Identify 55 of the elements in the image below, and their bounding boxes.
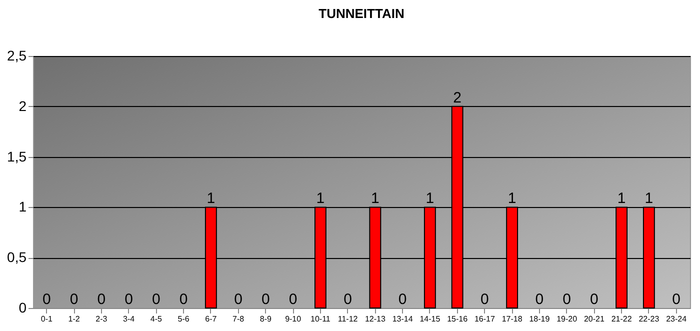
data-label: 0 <box>179 291 188 308</box>
x-tick-label: 22-23 <box>638 314 660 324</box>
x-tick-label: 7-8 <box>232 314 245 324</box>
x-tick-label: 23-24 <box>666 314 688 324</box>
data-label: 0 <box>124 291 133 308</box>
x-tick-label: 15-16 <box>447 314 468 324</box>
data-label: 1 <box>371 190 380 208</box>
y-tick-label: 0 <box>18 300 27 316</box>
data-label: 0 <box>152 291 160 308</box>
data-label: 0 <box>288 291 298 308</box>
y-tick-label: 2 <box>18 98 27 114</box>
x-tick-label: 8-9 <box>260 314 272 324</box>
x-tick-label: 13-14 <box>392 314 414 324</box>
x-tick-label: 5-6 <box>178 314 190 324</box>
data-label: 0 <box>262 291 270 308</box>
x-tick-label: 0-1 <box>40 314 54 324</box>
y-tick-label: 0,5 <box>7 249 27 266</box>
x-tick-label: 17-18 <box>502 314 523 324</box>
y-tick-label: 1,5 <box>7 148 27 164</box>
data-label: 0 <box>480 291 489 308</box>
data-label: 1 <box>316 190 325 208</box>
x-tick-label: 12-13 <box>364 314 386 324</box>
data-label: 1 <box>644 190 654 208</box>
x-tick-label: 1-2 <box>68 314 80 324</box>
data-label: 2 <box>453 89 462 106</box>
data-label: 0 <box>398 291 407 308</box>
x-tick-label: 19-20 <box>556 314 578 324</box>
data-label: 0 <box>70 291 78 308</box>
data-label: 1 <box>617 190 626 208</box>
x-tick-label: 2-3 <box>96 314 108 324</box>
x-tick-label: 14-15 <box>420 314 441 324</box>
x-tick-label: 10-11 <box>310 314 331 324</box>
x-tick-label: 20-21 <box>584 314 605 324</box>
chart-title: TUNNEITTAIN <box>318 6 404 21</box>
y-tick-label: 1 <box>18 198 27 215</box>
data-label: 1 <box>206 190 216 208</box>
x-tick-label: 6-7 <box>205 314 218 324</box>
x-tick-label: 4-5 <box>150 314 163 324</box>
x-tick-label: 18-19 <box>529 314 550 324</box>
data-label: 0 <box>562 291 571 308</box>
data-label: 1 <box>508 190 516 208</box>
y-tick-label: 2,5 <box>7 48 27 64</box>
data-label: 1 <box>426 190 434 208</box>
data-label: 0 <box>97 291 106 308</box>
data-label: 0 <box>672 291 680 308</box>
data-label: 0 <box>590 291 598 308</box>
data-label: 0 <box>535 291 544 308</box>
x-tick-label: 16-17 <box>474 314 496 324</box>
x-tick-label: 9-10 <box>285 314 302 324</box>
x-tick-label: 3-4 <box>123 314 136 324</box>
data-label: 0 <box>42 291 51 308</box>
x-tick-label: 11-12 <box>338 314 358 324</box>
x-tick-label: 21-22 <box>611 314 632 324</box>
data-label: 0 <box>234 291 242 308</box>
data-label: 0 <box>344 291 352 308</box>
